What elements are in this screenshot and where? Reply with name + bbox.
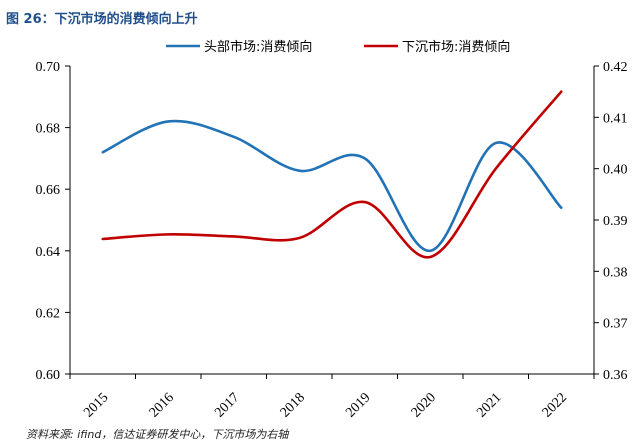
left-tick-label: 0.70: [36, 60, 61, 75]
left-tick-label: 0.62: [36, 306, 61, 321]
x-tick-label: 2019: [343, 390, 373, 420]
series-line-lower-tier-market: [101, 90, 563, 259]
right-tick-label: 0.37: [603, 317, 628, 332]
left-tick-label: 0.64: [36, 245, 61, 260]
left-tick-label: 0.66: [36, 183, 61, 198]
x-tick-label: 2021: [474, 390, 504, 420]
left-tick-label: 0.60: [36, 368, 61, 383]
x-tick-label: 2020: [409, 390, 439, 420]
series-line-head-market: [101, 119, 563, 253]
legend-label-head-market: 头部市场:消费倾向: [204, 39, 312, 55]
right-tick-label: 0.38: [603, 265, 628, 280]
legend: 头部市场:消费倾向 下沉市场:消费倾向: [166, 39, 510, 55]
x-tick-label: 2015: [81, 390, 111, 420]
x-tick-label: 2022: [540, 390, 570, 420]
source-note: 资料来源: ifind，信达证券研发中心，下沉市场为右轴: [26, 428, 289, 441]
legend-label-lower-tier-market: 下沉市场:消费倾向: [402, 39, 510, 55]
right-tick-label: 0.42: [603, 60, 628, 75]
x-tick-label: 2016: [147, 390, 177, 420]
figure-title: 图 26：下沉市场的消费倾向上升: [6, 12, 198, 27]
left-tick-label: 0.68: [36, 122, 61, 137]
right-tick-label: 0.36: [603, 368, 628, 383]
x-tick-label: 2018: [278, 390, 308, 420]
right-tick-label: 0.41: [603, 111, 628, 126]
right-tick-label: 0.39: [603, 214, 628, 229]
series-lines: [101, 90, 563, 259]
axes: 0.60 0.62 0.64 0.66 0.68 0.70 0.36 0.37 0.38 0.39…: [36, 60, 628, 421]
x-tick-label: 2017: [212, 390, 242, 420]
right-tick-label: 0.40: [603, 163, 628, 178]
